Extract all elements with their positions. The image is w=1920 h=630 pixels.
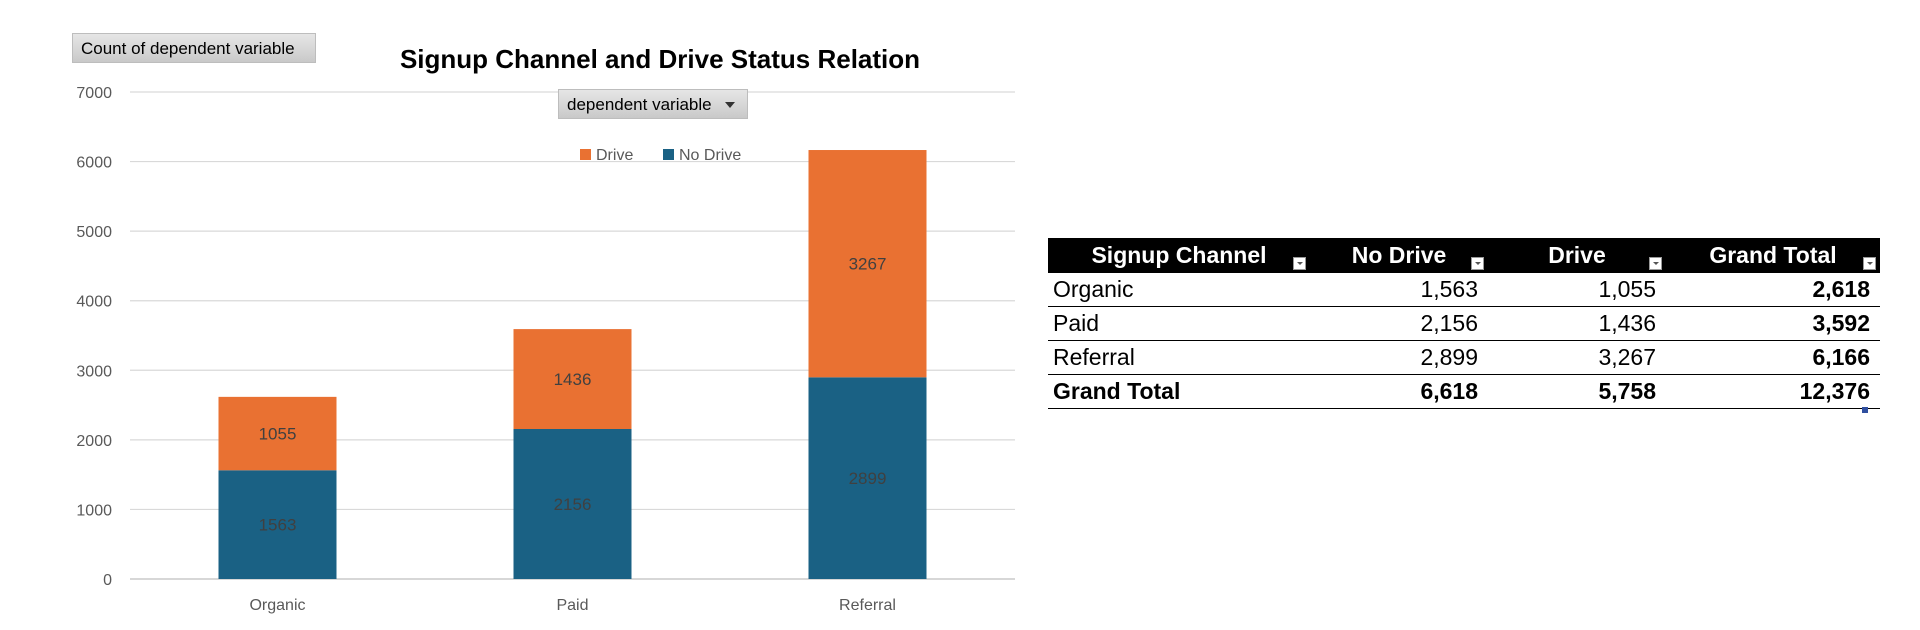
y-tick-label: 5000: [76, 224, 112, 241]
header-label: Signup Channel: [1091, 241, 1267, 268]
cell-value[interactable]: 1,436: [1488, 306, 1666, 341]
data-label: 3267: [849, 255, 887, 274]
x-tick-label: Organic: [249, 597, 305, 614]
y-tick-label: 4000: [76, 294, 112, 311]
y-tick-label: 3000: [76, 363, 112, 380]
cell-value[interactable]: 1,563: [1310, 272, 1488, 307]
header-label: Drive: [1548, 241, 1606, 268]
table-row: Paid 2,156 1,436 3,592: [1048, 306, 1880, 341]
cell-value[interactable]: 5,758: [1488, 374, 1666, 409]
stacked-bar-chart: 0 1000 2000 3000 4000 5000 6000 7000 Signup Chan…: [72, 33, 1015, 614]
header-label: Grand Total: [1709, 241, 1837, 268]
x-tick-label: Paid: [556, 597, 588, 614]
pivot-table: Signup Channel No Drive Drive Grand Tota…: [1048, 238, 1880, 409]
dropdown-arrow-icon: [725, 102, 735, 108]
pivot-header-row: Signup Channel No Drive Drive Grand Tota…: [1048, 238, 1880, 273]
data-label: 1055: [259, 425, 297, 444]
legend-label: Drive: [596, 147, 633, 164]
header-label: No Drive: [1351, 241, 1447, 268]
bar-segment: [513, 329, 632, 430]
table-resize-handle[interactable]: [1862, 407, 1868, 413]
filter-dropdown-icon[interactable]: [1293, 257, 1306, 270]
bar-segment: [808, 150, 927, 378]
y-tick-label: 6000: [76, 155, 112, 172]
cell-value[interactable]: 6,618: [1310, 374, 1488, 409]
cell-value[interactable]: 3,592: [1666, 306, 1880, 341]
cell-value[interactable]: 2,899: [1310, 340, 1488, 375]
legend-swatch: [580, 149, 591, 160]
header-drive: Drive: [1488, 238, 1666, 273]
table-row: Referral 2,899 3,267 6,166: [1048, 340, 1880, 375]
cell-value[interactable]: 3,267: [1488, 340, 1666, 375]
row-label[interactable]: Paid: [1048, 306, 1310, 341]
bar-segment: [218, 470, 337, 579]
chart-canvas: 0 1000 2000 3000 4000 5000 6000 7000 Signup Chan…: [76, 44, 1015, 614]
y-tick-label: 2000: [76, 433, 112, 450]
values-field-label: Count of dependent variable: [81, 39, 295, 58]
data-label: 2899: [849, 469, 887, 488]
x-tick-label: Referral: [839, 597, 896, 614]
header-signup-channel: Signup Channel: [1048, 238, 1310, 273]
column-field-label: dependent variable: [567, 95, 712, 114]
cell-value[interactable]: 12,376: [1666, 374, 1880, 409]
legend-label: No Drive: [679, 147, 741, 164]
y-tick-label: 7000: [76, 85, 112, 102]
filter-dropdown-icon[interactable]: [1863, 257, 1876, 270]
chart-title: Signup Channel and Drive Status Relation: [400, 44, 920, 74]
y-tick-label: 1000: [76, 502, 112, 519]
row-label[interactable]: Grand Total: [1048, 374, 1310, 409]
filter-dropdown-icon[interactable]: [1649, 257, 1662, 270]
column-field-dropdown[interactable]: dependent variable: [558, 89, 748, 119]
row-label[interactable]: Referral: [1048, 340, 1310, 375]
cell-value[interactable]: 1,055: [1488, 272, 1666, 307]
cell-value[interactable]: 2,618: [1666, 272, 1880, 307]
cell-value[interactable]: 6,166: [1666, 340, 1880, 375]
cell-value[interactable]: 2,156: [1310, 306, 1488, 341]
y-tick-label: 0: [103, 572, 112, 589]
bar-segment: [808, 377, 927, 579]
row-label[interactable]: Organic: [1048, 272, 1310, 307]
table-row: Organic 1,563 1,055 2,618: [1048, 272, 1880, 307]
values-field-button[interactable]: Count of dependent variable: [72, 33, 316, 63]
data-label: 1436: [554, 370, 592, 389]
header-grand-total: Grand Total: [1666, 238, 1880, 273]
header-no-drive: No Drive: [1310, 238, 1488, 273]
bar-segment: [218, 396, 337, 471]
legend-swatch: [663, 149, 674, 160]
grand-total-row: Grand Total 6,618 5,758 12,376: [1048, 374, 1880, 409]
data-label: 2156: [554, 495, 592, 514]
filter-dropdown-icon[interactable]: [1471, 257, 1484, 270]
data-label: 1563: [259, 516, 297, 535]
bar-segment: [513, 429, 632, 579]
